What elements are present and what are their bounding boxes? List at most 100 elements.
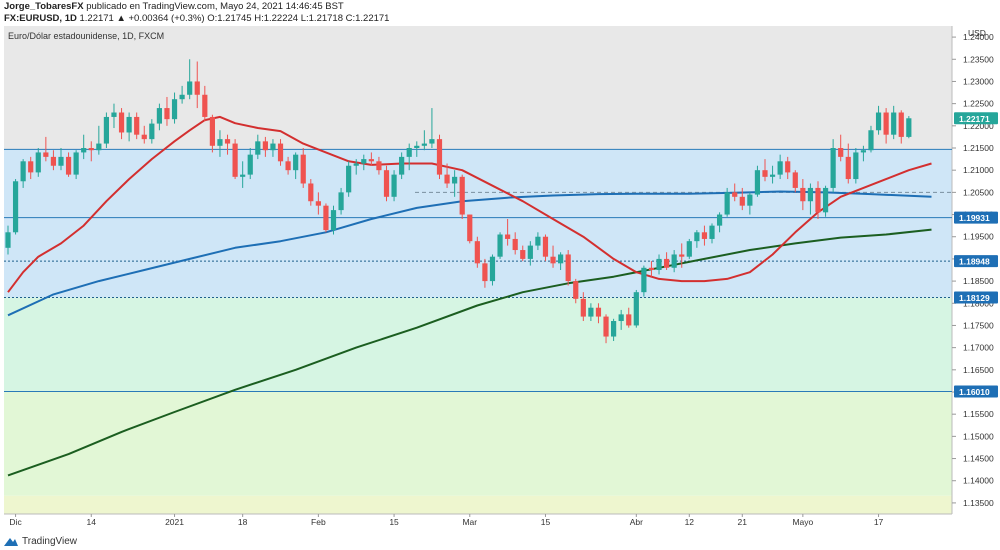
- candle: [497, 232, 503, 259]
- candle: [300, 148, 306, 188]
- candle-body: [807, 187, 814, 202]
- candle-body: [845, 156, 851, 180]
- candle-body: [883, 112, 889, 135]
- candle-body: [12, 181, 19, 233]
- candle: [43, 136, 49, 162]
- candle-body: [240, 174, 246, 177]
- level-label-box: [954, 112, 998, 125]
- candle-body: [679, 254, 685, 257]
- candle: [611, 318, 617, 341]
- candle: [285, 156, 291, 175]
- level-label: 1.18948: [959, 257, 990, 267]
- chart-title: Euro/Dólar estadounidense, 1D, FXCM: [8, 31, 164, 41]
- candle: [383, 165, 390, 202]
- candle: [520, 245, 526, 262]
- candle: [459, 174, 465, 219]
- candle-body: [618, 314, 624, 322]
- candle-body: [300, 154, 306, 184]
- y-tick-label: 1.21500: [963, 143, 994, 153]
- candle-body: [603, 316, 609, 337]
- candle-body: [489, 256, 496, 282]
- candle: [732, 183, 738, 202]
- candle-body: [792, 172, 798, 188]
- time-axis[interactable]: Dic 14 2021 18 Feb 15 Mar 15 Abr 12 21 Mayo 17: [9, 514, 884, 527]
- y-tick-label: 1.14500: [963, 454, 994, 464]
- level-label: 1.18129: [959, 293, 990, 303]
- candle-body: [860, 150, 867, 153]
- candle: [626, 307, 632, 328]
- candle-body: [126, 116, 132, 133]
- x-tick-label: 15: [541, 517, 551, 527]
- candle-body: [285, 161, 291, 171]
- level-label: 1.16010: [959, 387, 990, 397]
- price-axis[interactable]: 1.24000 1.23500 1.23000 1.22500 1.22000 1.215…: [952, 28, 998, 508]
- candle-body: [663, 258, 670, 268]
- candle: [573, 278, 579, 304]
- candle-body: [149, 123, 155, 140]
- candle-body: [96, 143, 102, 151]
- candle: [376, 156, 382, 175]
- level-label-box: [954, 385, 998, 398]
- candle: [769, 165, 776, 184]
- x-tick-label: Mar: [462, 517, 477, 527]
- y-tick-label: 1.21000: [963, 165, 994, 175]
- candle: [81, 134, 87, 160]
- candle-body: [709, 225, 715, 239]
- candle: [686, 238, 692, 259]
- candle-body: [512, 238, 518, 251]
- candle: [807, 183, 814, 215]
- candle: [656, 254, 662, 275]
- candle: [330, 205, 337, 235]
- level-label-box: [954, 211, 998, 224]
- candle-body: [467, 214, 473, 242]
- level-label: 1.22171: [959, 114, 990, 124]
- candle-body: [732, 192, 738, 197]
- currency-label[interactable]: USD: [968, 28, 986, 38]
- candle: [845, 143, 851, 184]
- candle: [815, 181, 821, 219]
- candle: [436, 134, 443, 180]
- candle-body: [20, 161, 26, 182]
- candle: [247, 148, 253, 180]
- candle-body: [118, 112, 125, 133]
- candle-body: [671, 254, 677, 268]
- candle: [391, 170, 397, 202]
- candle: [50, 150, 57, 171]
- candle: [474, 236, 480, 268]
- author-name[interactable]: Jorge_TobaresFX: [4, 1, 84, 12]
- candle: [368, 152, 374, 166]
- candle: [171, 92, 178, 124]
- candle: [361, 154, 367, 171]
- candle-body: [368, 159, 374, 162]
- candle: [179, 85, 185, 104]
- candle-body: [338, 192, 344, 211]
- candle: [701, 225, 708, 246]
- candle-body: [399, 156, 405, 175]
- x-tick-label: 17: [874, 517, 884, 527]
- candle: [588, 303, 594, 322]
- level-label-box: [954, 255, 998, 268]
- candlestick-chart[interactable]: 1.24000 1.23500 1.23000 1.22500 1.22000 1.215…: [0, 26, 1000, 531]
- tradingview-logo-icon[interactable]: [4, 537, 18, 546]
- y-tick-label: 1.23000: [963, 76, 994, 86]
- candle-body: [103, 116, 110, 144]
- candle-body: [73, 152, 79, 175]
- x-tick-label: 14: [87, 517, 97, 527]
- candle-body: [785, 161, 791, 173]
- symbol-label[interactable]: FX:EURUSD, 1D: [4, 13, 77, 24]
- candle: [164, 96, 170, 126]
- tradingview-brand[interactable]: TradingView: [22, 535, 78, 547]
- candle: [800, 179, 806, 211]
- candle-body: [293, 154, 299, 171]
- candle: [739, 187, 745, 211]
- candle: [315, 192, 321, 215]
- candle-body: [217, 139, 223, 146]
- y-tick-label: 1.13500: [963, 498, 994, 508]
- candle-body: [308, 183, 314, 202]
- chart-header: Jorge_TobaresFX publicado en TradingView…: [4, 1, 994, 29]
- candle-body: [65, 156, 72, 175]
- zone-3: [4, 495, 952, 514]
- candle-body: [868, 130, 874, 151]
- close-label: C:: [345, 13, 356, 24]
- candle: [444, 163, 450, 188]
